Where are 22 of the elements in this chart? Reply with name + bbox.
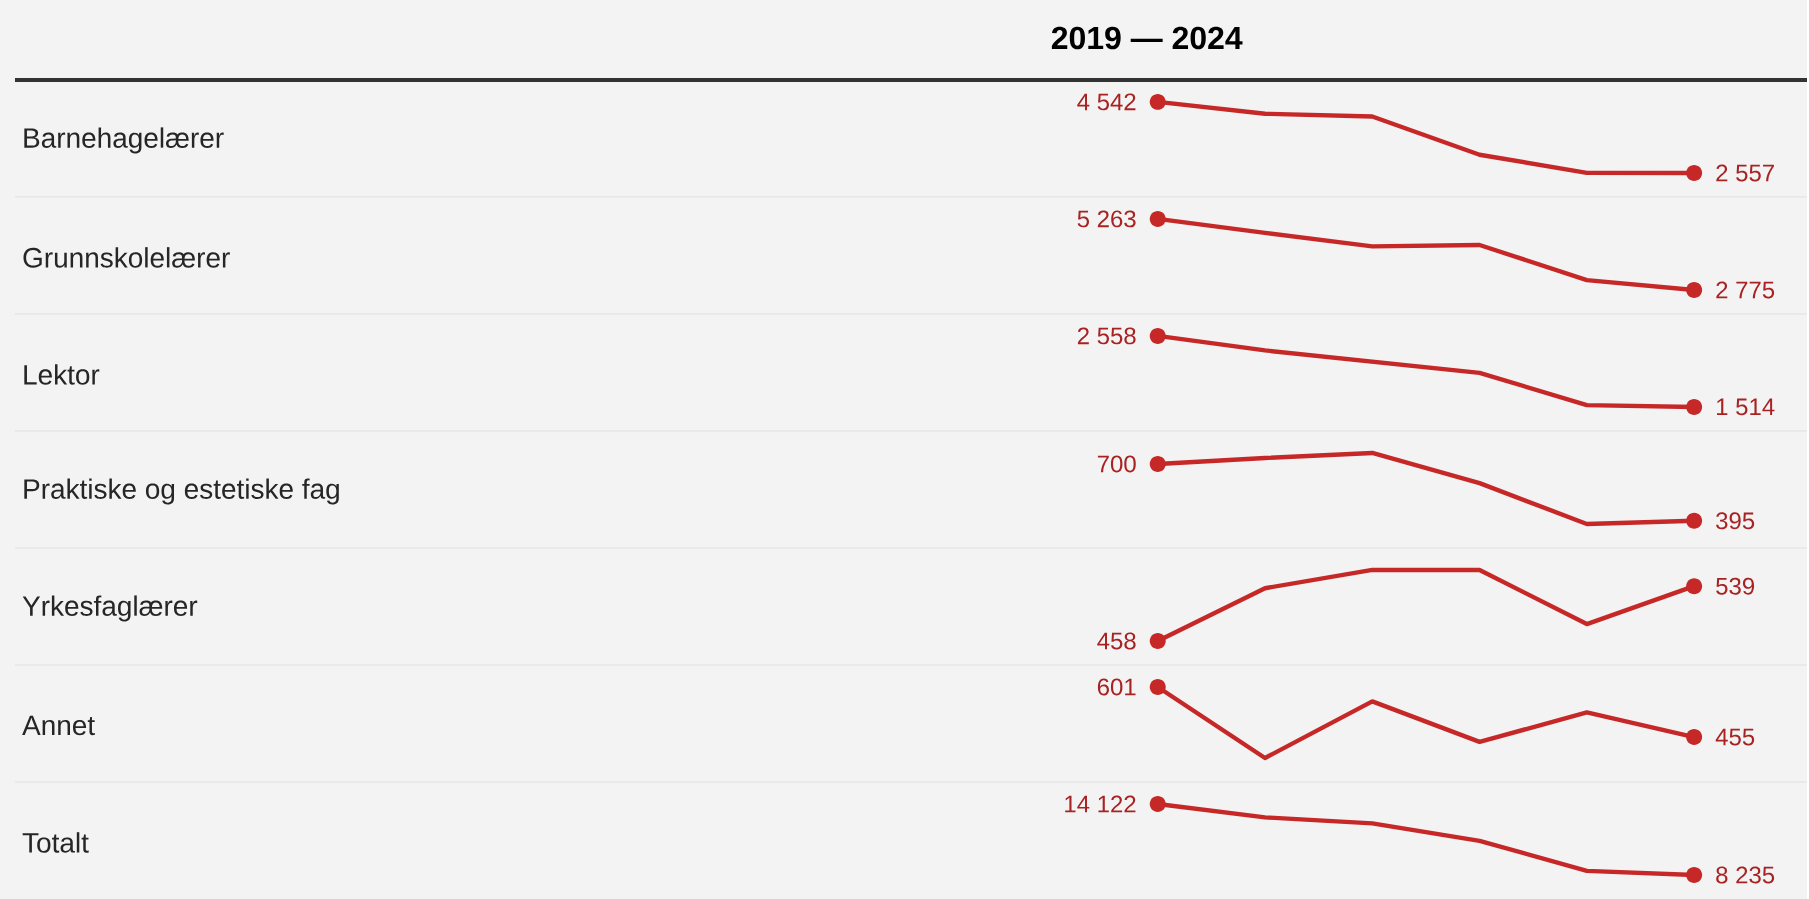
data-label: 5 263: [1077, 210, 1136, 228]
y-axis-title: Grunnskolelærer: [23, 247, 230, 268]
y-axis-title: Yrkesfaglærer: [22, 595, 198, 622]
y-axis-title: Praktiske og estetiske fag: [24, 478, 339, 505]
data-label: 458: [1097, 632, 1136, 650]
data-label: 4 542: [1077, 93, 1136, 111]
data-label: 8 235: [1716, 866, 1775, 884]
y-axis-title: Lektor: [24, 364, 100, 385]
data-label: 2 558: [1077, 327, 1136, 345]
data-label: 1 514: [1716, 398, 1775, 416]
data-label: 14 122: [1065, 795, 1136, 813]
data-label: 700: [1097, 455, 1136, 473]
y-axis-title: Totalt: [22, 832, 89, 853]
chart-title: 2019 — 2024: [1051, 26, 1243, 50]
data-label: 601: [1097, 678, 1136, 696]
data-label: 539: [1716, 577, 1755, 595]
data-label: 2 557: [1716, 164, 1774, 182]
data-label: 395: [1716, 512, 1755, 530]
data-label: 455: [1715, 728, 1755, 746]
y-axis-title: Barnehagelærer: [24, 127, 224, 154]
data-label: 2 775: [1716, 281, 1775, 299]
y-axis-title: Annet: [22, 715, 95, 736]
